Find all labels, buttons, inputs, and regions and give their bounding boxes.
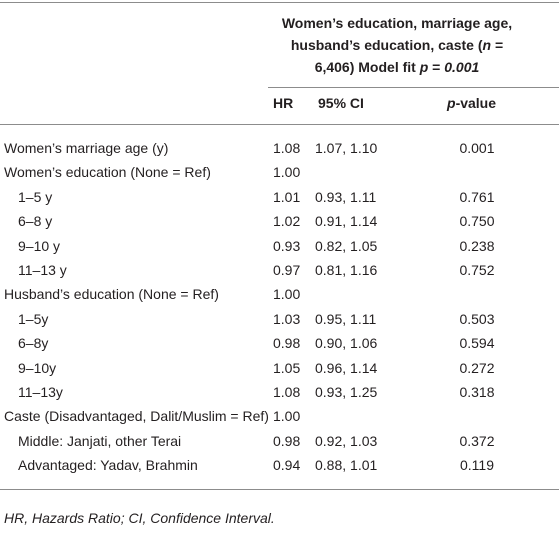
top-rule <box>0 2 559 3</box>
p-cell: 0.594 <box>459 335 495 352</box>
title-text: Women’s education, marriage age, husband… <box>281 15 513 53</box>
row-label: 11–13y <box>18 384 63 400</box>
ci-cell: 0.93, 1.25 <box>315 384 378 400</box>
hr-cell: 1.08 <box>273 384 301 400</box>
hr-cell: 0.94 <box>273 457 301 474</box>
column-rule <box>0 124 559 125</box>
p-cell: 0.372 <box>459 432 495 449</box>
p-cell: 0.272 <box>459 359 495 376</box>
title-text: n <box>482 37 492 53</box>
p-cell: 0.238 <box>459 237 495 254</box>
title-text: 0.001 <box>444 59 480 75</box>
row-label: Women’s marriage age (y) <box>4 140 169 156</box>
hr-cell: 1.02 <box>273 213 301 230</box>
title-text: = <box>428 59 445 75</box>
row-label: Middle: Janjati, other Terai <box>18 432 182 449</box>
ci-cell: 0.88, 1.01 <box>315 457 378 474</box>
ci-cell: 0.91, 1.14 <box>315 213 378 230</box>
column-header: p-value <box>447 94 496 112</box>
p-cell: 0.119 <box>460 457 494 474</box>
hr-cell: 1.05 <box>273 359 301 376</box>
hr-cell: 0.97 <box>273 262 301 278</box>
row-label: Advantaged: Yadav, Brahmin <box>18 457 198 474</box>
row-label: 9–10y <box>18 359 57 376</box>
column-header: HR <box>273 95 294 111</box>
hr-cell: 0.93 <box>273 237 301 254</box>
hr-cell: 1.01 <box>273 188 301 205</box>
hr-cell: 0.98 <box>273 432 301 449</box>
p-cell: 0.318 <box>459 384 495 400</box>
row-label: 9–10 y <box>18 237 61 254</box>
ci-cell: 0.92, 1.03 <box>315 432 378 449</box>
hr-cell: 0.98 <box>273 335 301 352</box>
row-label: 1–5 y <box>18 188 53 205</box>
hr-cell: 1.00 <box>273 164 301 181</box>
title-text: = 6,406) Model fit <box>314 37 504 75</box>
ci-cell: 0.82, 1.05 <box>315 237 378 254</box>
row-label: Caste (Disadvantaged, Dalit/Muslim = Ref… <box>4 408 269 425</box>
row-label: Husband’s education (None = Ref) <box>4 286 219 303</box>
p-cell: 0.001 <box>459 140 495 156</box>
header-rule <box>268 87 559 88</box>
row-label: 6–8y <box>18 335 49 352</box>
footnote: HR, Hazards Ratio; CI, Confidence Interv… <box>4 509 275 527</box>
bottom-rule <box>0 489 559 490</box>
p-cell: 0.750 <box>459 213 495 230</box>
p-cell: 0.503 <box>459 310 495 327</box>
hr-cell: 1.08 <box>273 140 301 156</box>
ci-cell: 0.95, 1.11 <box>315 310 377 327</box>
title-text: ( <box>477 37 483 53</box>
row-label: 6–8 y <box>18 213 53 230</box>
p-cell: 0.761 <box>459 188 495 205</box>
hr-cell: 1.00 <box>273 408 301 425</box>
ci-cell: 1.07, 1.10 <box>315 140 378 156</box>
ci-cell: 0.81, 1.16 <box>315 262 378 278</box>
ci-cell: 0.93, 1.11 <box>315 188 377 205</box>
p-cell: 0.752 <box>459 262 495 278</box>
footnote-text: HR, Hazards Ratio; CI, Confidence Interv… <box>4 510 275 526</box>
row-label: 1–5y <box>18 310 49 327</box>
row-label: 11–13 y <box>18 262 67 278</box>
hr-cell: 1.00 <box>273 286 301 303</box>
column-header-text: -value <box>455 95 497 111</box>
ci-cell: 0.90, 1.06 <box>315 335 378 352</box>
hr-cell: 1.03 <box>273 310 301 327</box>
column-header-text: p <box>447 95 456 111</box>
column-header: 95% CI <box>318 95 364 111</box>
table-title: Women’s education, marriage age, husband… <box>272 12 522 78</box>
row-label: Women’s education (None = Ref) <box>4 164 211 181</box>
ci-cell: 0.96, 1.14 <box>315 359 378 376</box>
title-text: p <box>419 59 429 75</box>
